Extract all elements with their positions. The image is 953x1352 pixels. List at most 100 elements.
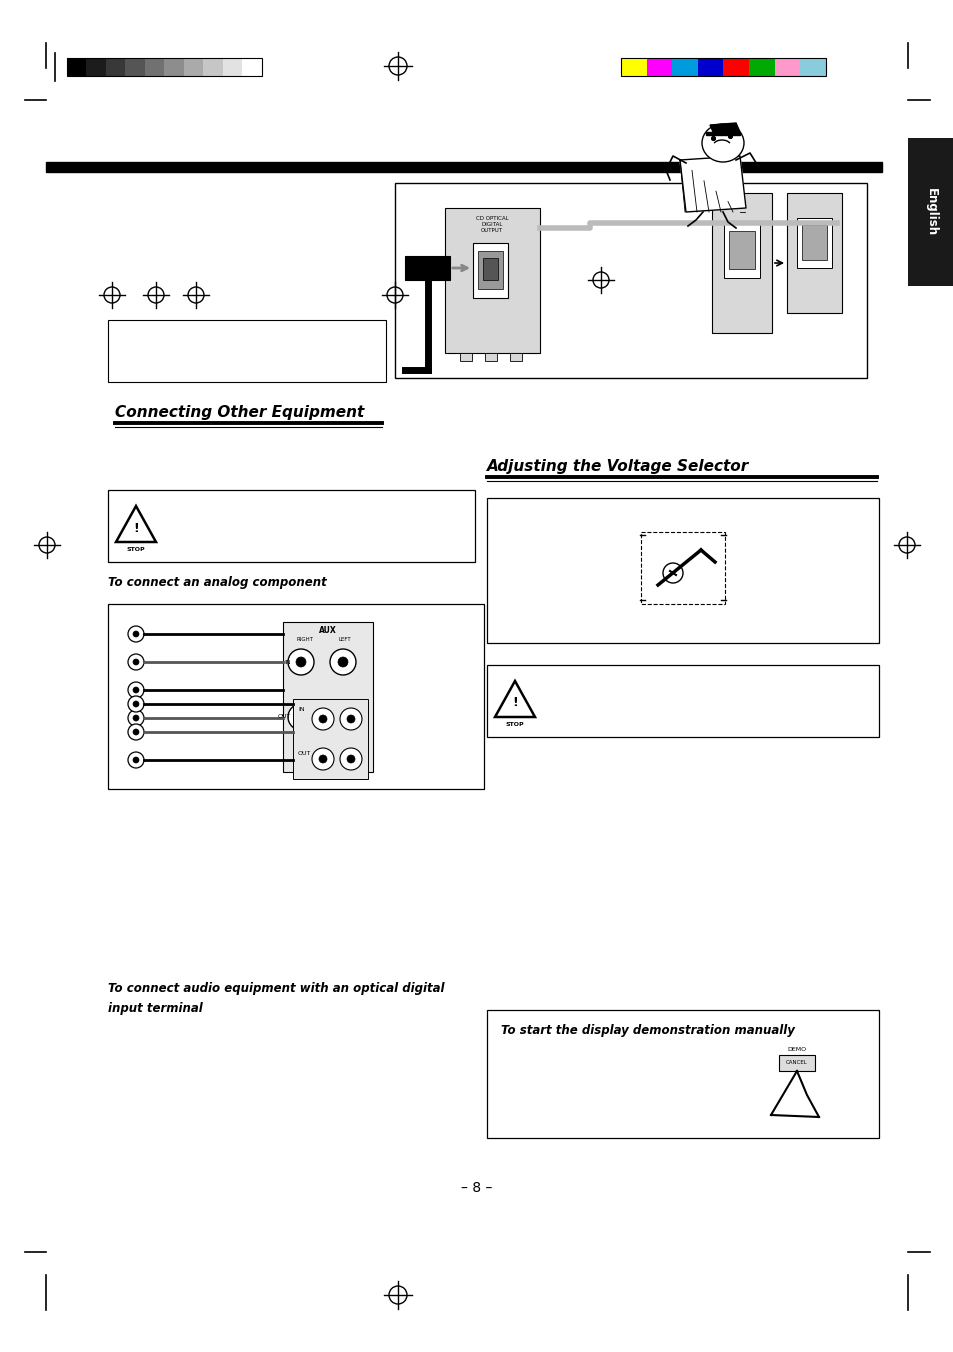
Circle shape	[339, 748, 361, 771]
Bar	[486, 665, 878, 737]
Polygon shape	[705, 132, 740, 135]
Text: !: !	[133, 522, 139, 534]
Bar	[907, 138, 953, 287]
Text: Adjusting the Voltage Selector: Adjusting the Voltage Selector	[486, 458, 748, 475]
Bar	[405, 256, 450, 280]
Text: input terminal: input terminal	[108, 1002, 203, 1015]
Bar	[482, 258, 497, 280]
Circle shape	[347, 715, 355, 723]
Circle shape	[330, 649, 355, 675]
Bar	[722, 58, 748, 76]
Text: Connecting Other Equipment: Connecting Other Equipment	[115, 406, 364, 420]
Bar	[620, 58, 646, 76]
Text: English: English	[923, 188, 937, 237]
Circle shape	[347, 754, 355, 763]
Bar	[108, 489, 475, 562]
Circle shape	[312, 748, 334, 771]
Bar	[646, 58, 672, 76]
Circle shape	[318, 754, 327, 763]
Bar	[477, 251, 502, 289]
Circle shape	[128, 710, 144, 726]
Polygon shape	[495, 681, 535, 717]
Text: RIGHT: RIGHT	[296, 637, 314, 642]
Bar	[728, 231, 754, 269]
Bar	[800, 58, 825, 76]
Polygon shape	[46, 162, 882, 172]
Bar	[126, 58, 145, 76]
Text: – 8 –: – 8 –	[461, 1182, 492, 1195]
Circle shape	[128, 752, 144, 768]
Circle shape	[132, 700, 139, 707]
Bar	[283, 622, 373, 772]
Text: !: !	[512, 696, 517, 710]
Ellipse shape	[701, 124, 743, 162]
Bar	[774, 58, 800, 76]
Circle shape	[288, 649, 314, 675]
Bar	[698, 58, 722, 76]
Bar	[223, 58, 242, 76]
Bar	[242, 58, 262, 76]
Circle shape	[132, 729, 139, 735]
Circle shape	[295, 713, 306, 722]
Text: To connect an analog component: To connect an analog component	[108, 576, 327, 589]
Polygon shape	[679, 155, 745, 212]
Circle shape	[128, 626, 144, 642]
Circle shape	[330, 704, 355, 730]
Bar	[473, 243, 507, 297]
Bar	[640, 531, 724, 604]
Text: IN: IN	[297, 707, 304, 713]
Text: OUT: OUT	[277, 714, 291, 719]
Bar	[145, 58, 164, 76]
Bar	[203, 58, 223, 76]
Circle shape	[312, 708, 334, 730]
Bar	[711, 193, 771, 333]
Circle shape	[132, 715, 139, 721]
Bar	[748, 58, 774, 76]
Circle shape	[337, 657, 348, 667]
Text: CANCEL: CANCEL	[785, 1060, 807, 1065]
Circle shape	[128, 725, 144, 740]
Bar	[786, 193, 841, 314]
Text: STOP: STOP	[505, 722, 524, 727]
Circle shape	[318, 715, 327, 723]
Circle shape	[295, 657, 306, 667]
Bar	[395, 183, 866, 379]
Bar	[184, 58, 203, 76]
Bar	[486, 498, 878, 644]
Circle shape	[128, 654, 144, 671]
Text: CD OPTICAL
DIGITAL
OUTPUT: CD OPTICAL DIGITAL OUTPUT	[476, 216, 508, 234]
Bar	[108, 604, 483, 790]
Text: STOP: STOP	[127, 548, 145, 552]
Text: LEFT: LEFT	[338, 637, 351, 642]
Text: IN: IN	[284, 660, 291, 664]
Bar	[459, 353, 472, 361]
Text: DEMO: DEMO	[786, 1046, 805, 1052]
Bar	[106, 58, 126, 76]
Bar	[672, 58, 698, 76]
Bar	[484, 353, 497, 361]
Circle shape	[128, 681, 144, 698]
Text: To start the display demonstration manually: To start the display demonstration manua…	[500, 1023, 794, 1037]
Bar	[779, 1055, 814, 1071]
Polygon shape	[709, 123, 740, 134]
Circle shape	[132, 631, 139, 637]
Bar	[87, 58, 106, 76]
Text: To connect audio equipment with an optical digital: To connect audio equipment with an optic…	[108, 982, 444, 995]
Bar	[486, 1010, 878, 1138]
Bar	[67, 58, 87, 76]
Bar	[67, 58, 262, 76]
Bar	[293, 699, 368, 779]
Bar	[444, 208, 539, 353]
Text: AUX: AUX	[319, 626, 336, 635]
Circle shape	[132, 757, 139, 763]
Text: OUT: OUT	[297, 750, 311, 756]
Bar	[796, 218, 831, 268]
Circle shape	[132, 687, 139, 694]
Circle shape	[132, 658, 139, 665]
Bar	[620, 58, 825, 76]
Bar	[801, 224, 826, 260]
Circle shape	[128, 696, 144, 713]
Bar	[723, 223, 760, 279]
Circle shape	[288, 704, 314, 730]
Circle shape	[662, 562, 682, 583]
